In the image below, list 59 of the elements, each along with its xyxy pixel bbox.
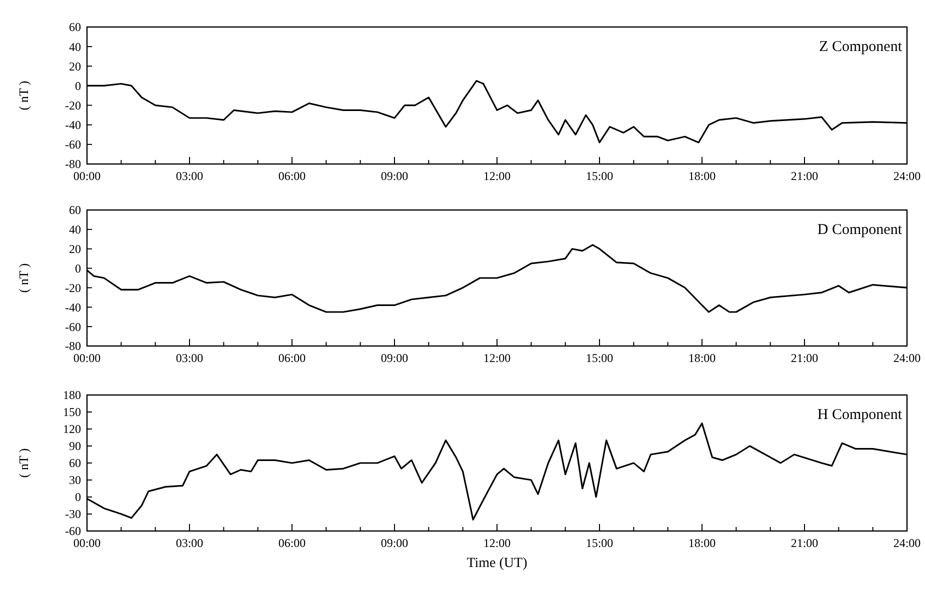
x-tick-label: 00:00 [73, 536, 101, 550]
x-tick-label: 18:00 [688, 169, 716, 183]
y-tick-label: -40 [65, 118, 81, 132]
x-axis-title: Time (UT) [466, 556, 528, 571]
y-tick-label: -30 [65, 507, 81, 522]
y-tick-label: 90 [69, 439, 81, 454]
y-tick-label: 30 [69, 473, 81, 488]
y-axis-title: ( nT ) [16, 263, 31, 293]
x-tick-label: 03:00 [176, 536, 204, 550]
y-tick-label: 20 [69, 59, 81, 74]
y-tick-label: 180 [63, 388, 81, 402]
y-tick-label: 60 [69, 203, 81, 218]
y-axis-title: ( nT ) [16, 80, 31, 110]
y-tick-label: 120 [63, 422, 81, 436]
text: H Component [817, 407, 903, 423]
x-tick-label: 09:00 [380, 536, 408, 550]
x-tick-label: 06:00 [278, 351, 306, 365]
y-tick-label: 40 [69, 222, 81, 237]
x-tick-label: 06:00 [278, 536, 306, 550]
y-tick-label: 60 [69, 20, 81, 34]
y-tick-label: -80 [65, 157, 81, 172]
y-tick-label: -20 [65, 98, 81, 112]
x-tick-label: 18:00 [688, 351, 716, 365]
x-tick-label: 12:00 [483, 536, 511, 550]
x-tick-label: 21:00 [790, 169, 818, 183]
y-tick-label: 0 [75, 78, 81, 93]
y-tick-label: 0 [75, 261, 81, 276]
x-tick-label: 24:00 [893, 169, 921, 183]
x-tick-label: 21:00 [790, 536, 818, 550]
x-tick-label: 12:00 [483, 169, 511, 183]
y-tick-label: -80 [65, 339, 81, 354]
y-tick-label: -20 [65, 280, 81, 295]
x-tick-label: 09:00 [380, 169, 408, 183]
x-tick-label: 06:00 [278, 169, 306, 183]
y-tick-label: -60 [65, 320, 81, 334]
x-tick-label: 24:00 [893, 351, 921, 365]
x-tick-label: 15:00 [586, 536, 614, 550]
y-tick-label: -60 [65, 524, 81, 538]
x-tick-label: 18:00 [688, 536, 716, 550]
x-tick-label: 03:00 [176, 169, 204, 183]
y-tick-label: 60 [69, 456, 81, 470]
text: Z Component [819, 39, 903, 55]
text: D Component [817, 222, 903, 238]
y-axis-title: ( nT ) [16, 448, 31, 478]
x-tick-label: 24:00 [893, 536, 921, 550]
y-tick-label: 150 [63, 405, 81, 420]
y-tick-label: 20 [69, 242, 81, 256]
x-tick-label: 12:00 [483, 351, 511, 365]
x-tick-label: 15:00 [586, 169, 614, 183]
x-tick-label: 09:00 [380, 351, 408, 365]
x-tick-label: 00:00 [73, 351, 101, 365]
x-tick-label: 21:00 [790, 351, 818, 365]
x-tick-label: 15:00 [586, 351, 614, 365]
y-tick-label: -60 [65, 138, 81, 152]
x-tick-label: 00:00 [73, 169, 101, 183]
y-tick-label: -40 [65, 300, 81, 314]
y-tick-label: 0 [75, 490, 81, 504]
x-tick-label: 03:00 [176, 351, 204, 365]
y-tick-label: 40 [69, 40, 81, 54]
